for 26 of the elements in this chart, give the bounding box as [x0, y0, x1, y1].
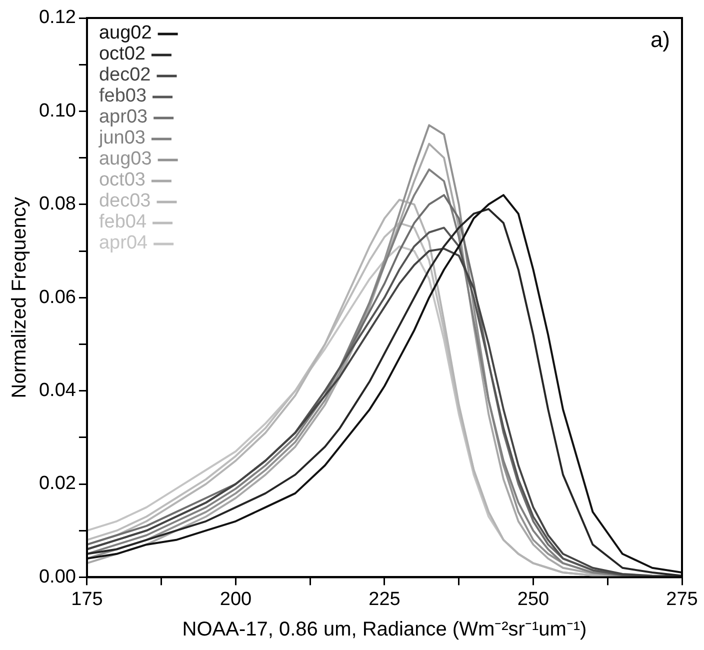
legend-label: aug02 [98, 22, 152, 44]
y-tick-label: 0.08 [38, 194, 76, 215]
legend-label: dec02 [98, 64, 151, 86]
x-tick-label: 225 [368, 588, 400, 610]
y-axis-title: Normalized Frequency [8, 197, 31, 398]
legend-label: apr03 [98, 106, 148, 128]
y-tick-label: 0.06 [38, 286, 76, 308]
y-tick-label: 0.00 [38, 566, 76, 588]
y-tick-label: 0.02 [38, 473, 76, 494]
legend-label: oct02 [98, 44, 146, 65]
y-tick-label: 0.12 [38, 7, 76, 28]
x-tick-label: 200 [220, 588, 252, 610]
annotation: a) [650, 27, 670, 52]
x-tick-label: 250 [517, 588, 550, 610]
legend-label: oct03 [98, 170, 146, 191]
legend-label: feb03 [98, 86, 147, 107]
x-tick-label: 275 [666, 588, 698, 610]
y-tick-label: 0.10 [38, 100, 76, 122]
legend-label: feb04 [98, 212, 147, 233]
legend-label: aug03 [98, 148, 152, 170]
legend-label: apr04 [98, 232, 148, 254]
legend-label: dec03 [98, 190, 151, 212]
x-axis-title: NOAA-17, 0.86 um, Radiance (Wm⁻²sr⁻¹um⁻¹) [182, 618, 587, 641]
x-tick-label: 175 [71, 588, 103, 610]
y-tick-label: 0.04 [38, 380, 76, 402]
legend-label: jun03 [98, 128, 146, 149]
